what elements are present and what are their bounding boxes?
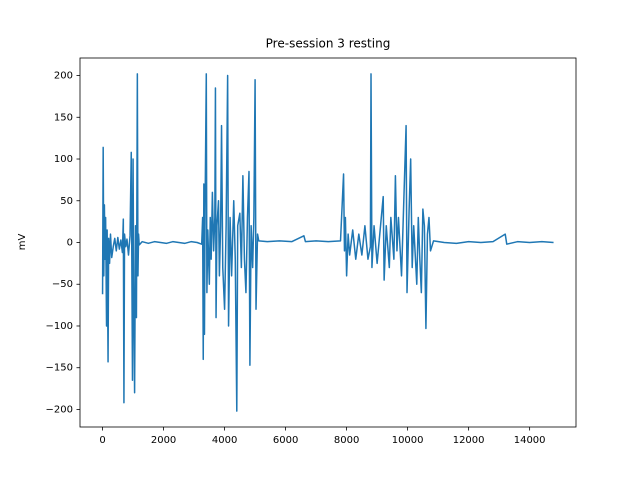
x-tick-label: 14000 xyxy=(514,435,546,446)
x-tick-label: 2000 xyxy=(151,435,176,446)
y-tick-label: 200 xyxy=(54,71,73,82)
y-tick-label: −50 xyxy=(52,279,73,290)
y-tick-label: 50 xyxy=(60,196,73,207)
y-tick-label: 150 xyxy=(54,112,73,123)
y-tick-label: −200 xyxy=(46,404,73,415)
y-tick-label: −100 xyxy=(46,321,73,332)
x-tick-label: 0 xyxy=(99,435,105,446)
y-axis-label: mV xyxy=(17,234,28,251)
y-tick-label: −150 xyxy=(46,363,73,374)
chart-title: Pre-session 3 resting xyxy=(266,37,391,51)
x-tick-label: 6000 xyxy=(273,435,298,446)
y-tick-label: 0 xyxy=(67,238,73,249)
data-line xyxy=(101,73,554,412)
x-tick-label: 8000 xyxy=(334,435,359,446)
x-tick-label: 4000 xyxy=(212,435,237,446)
x-tick-label: 10000 xyxy=(392,435,424,446)
x-tick-label: 12000 xyxy=(453,435,485,446)
y-tick-label: 100 xyxy=(54,154,73,165)
